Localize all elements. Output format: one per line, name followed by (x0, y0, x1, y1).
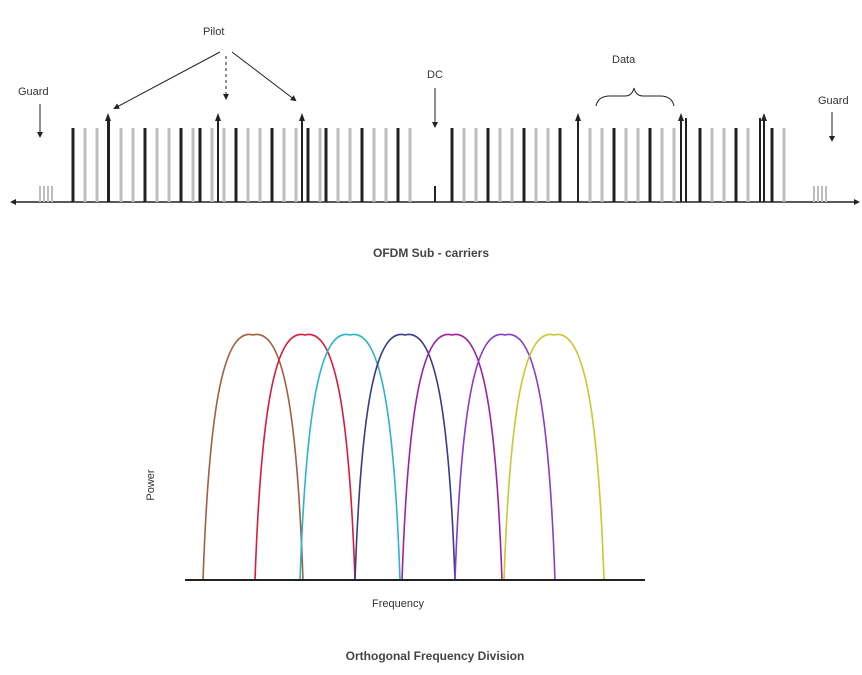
subcarrier-spectrum-curve (454, 333, 556, 581)
pilot-label: Pilot (203, 26, 224, 38)
pilot-arrowhead (678, 113, 684, 121)
dc-label: DC (427, 69, 443, 81)
guard-label-right: Guard (818, 95, 849, 107)
subcarrier-diagram: Guard Guard Pilot DC Data OFDM Sub - car… (10, 26, 860, 260)
pilot-arrowhead (105, 113, 111, 121)
subcarrier-spectra (202, 333, 605, 581)
spectrum-diagram: Power Frequency Orthogonal Frequency Div… (145, 333, 645, 663)
pilot-arrow-3 (231, 51, 297, 102)
guard-label-left: Guard (18, 86, 49, 98)
subcarrier-spectrum-curve (401, 333, 503, 581)
pilot-arrowhead (215, 113, 221, 121)
power-axis-label: Power (145, 469, 157, 501)
pilot-arrowhead (299, 113, 305, 121)
pilot-arrow-1 (113, 51, 221, 109)
subcarrier-spectrum-curve (254, 333, 356, 581)
subcarrier-spectrum-curve (202, 333, 304, 581)
subcarrier-spectrum-curve (503, 333, 605, 581)
data-brace (595, 87, 675, 107)
subcarrier-spectrum-curve (354, 333, 456, 581)
pilot-arrowhead (575, 113, 581, 121)
spectrum-caption: Orthogonal Frequency Division (346, 649, 525, 663)
subcarriers-caption: OFDM Sub - carriers (373, 246, 489, 260)
pilot-arrowhead (761, 113, 767, 121)
subcarrier-lines (39, 113, 827, 202)
subcarrier-spectrum-curve (299, 333, 401, 581)
frequency-axis-label: Frequency (372, 598, 424, 610)
data-label: Data (612, 54, 636, 66)
